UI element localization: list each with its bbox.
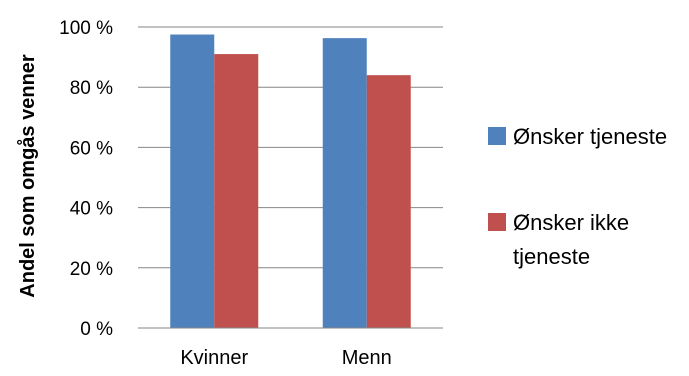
y-tick-label: 20 % <box>70 259 113 280</box>
x-tick-label: Kvinner <box>180 347 248 369</box>
y-tick-label: 100 % <box>59 18 113 39</box>
y-tick-labels: 0 % 20 % 40 % 60 % 80 % 100 % <box>59 18 113 340</box>
legend-swatch <box>488 127 506 145</box>
bar-kvinner-series-1 <box>170 34 215 329</box>
y-tick-label: 40 % <box>70 199 113 220</box>
legend-label: Ønsker ikke <box>513 210 629 235</box>
x-tick-label: Menn <box>342 347 392 369</box>
y-axis-label: Andel som omgås venner <box>16 54 39 298</box>
bar-menn-series-2 <box>366 75 411 328</box>
bar-menn-series-1 <box>322 38 367 329</box>
legend-label: Ønsker tjeneste <box>513 124 667 149</box>
bars <box>170 34 411 329</box>
bar-kvinner-series-2 <box>214 54 259 329</box>
x-tick-labels: Kvinner Menn <box>180 347 391 369</box>
y-tick-label: 60 % <box>70 138 113 159</box>
y-tick-label: 80 % <box>70 78 113 99</box>
legend: Ønsker tjeneste Ønsker ikke tjeneste <box>488 124 667 269</box>
legend-swatch <box>488 213 506 231</box>
legend-label: tjeneste <box>513 244 590 269</box>
y-tick-label: 0 % <box>80 319 113 340</box>
